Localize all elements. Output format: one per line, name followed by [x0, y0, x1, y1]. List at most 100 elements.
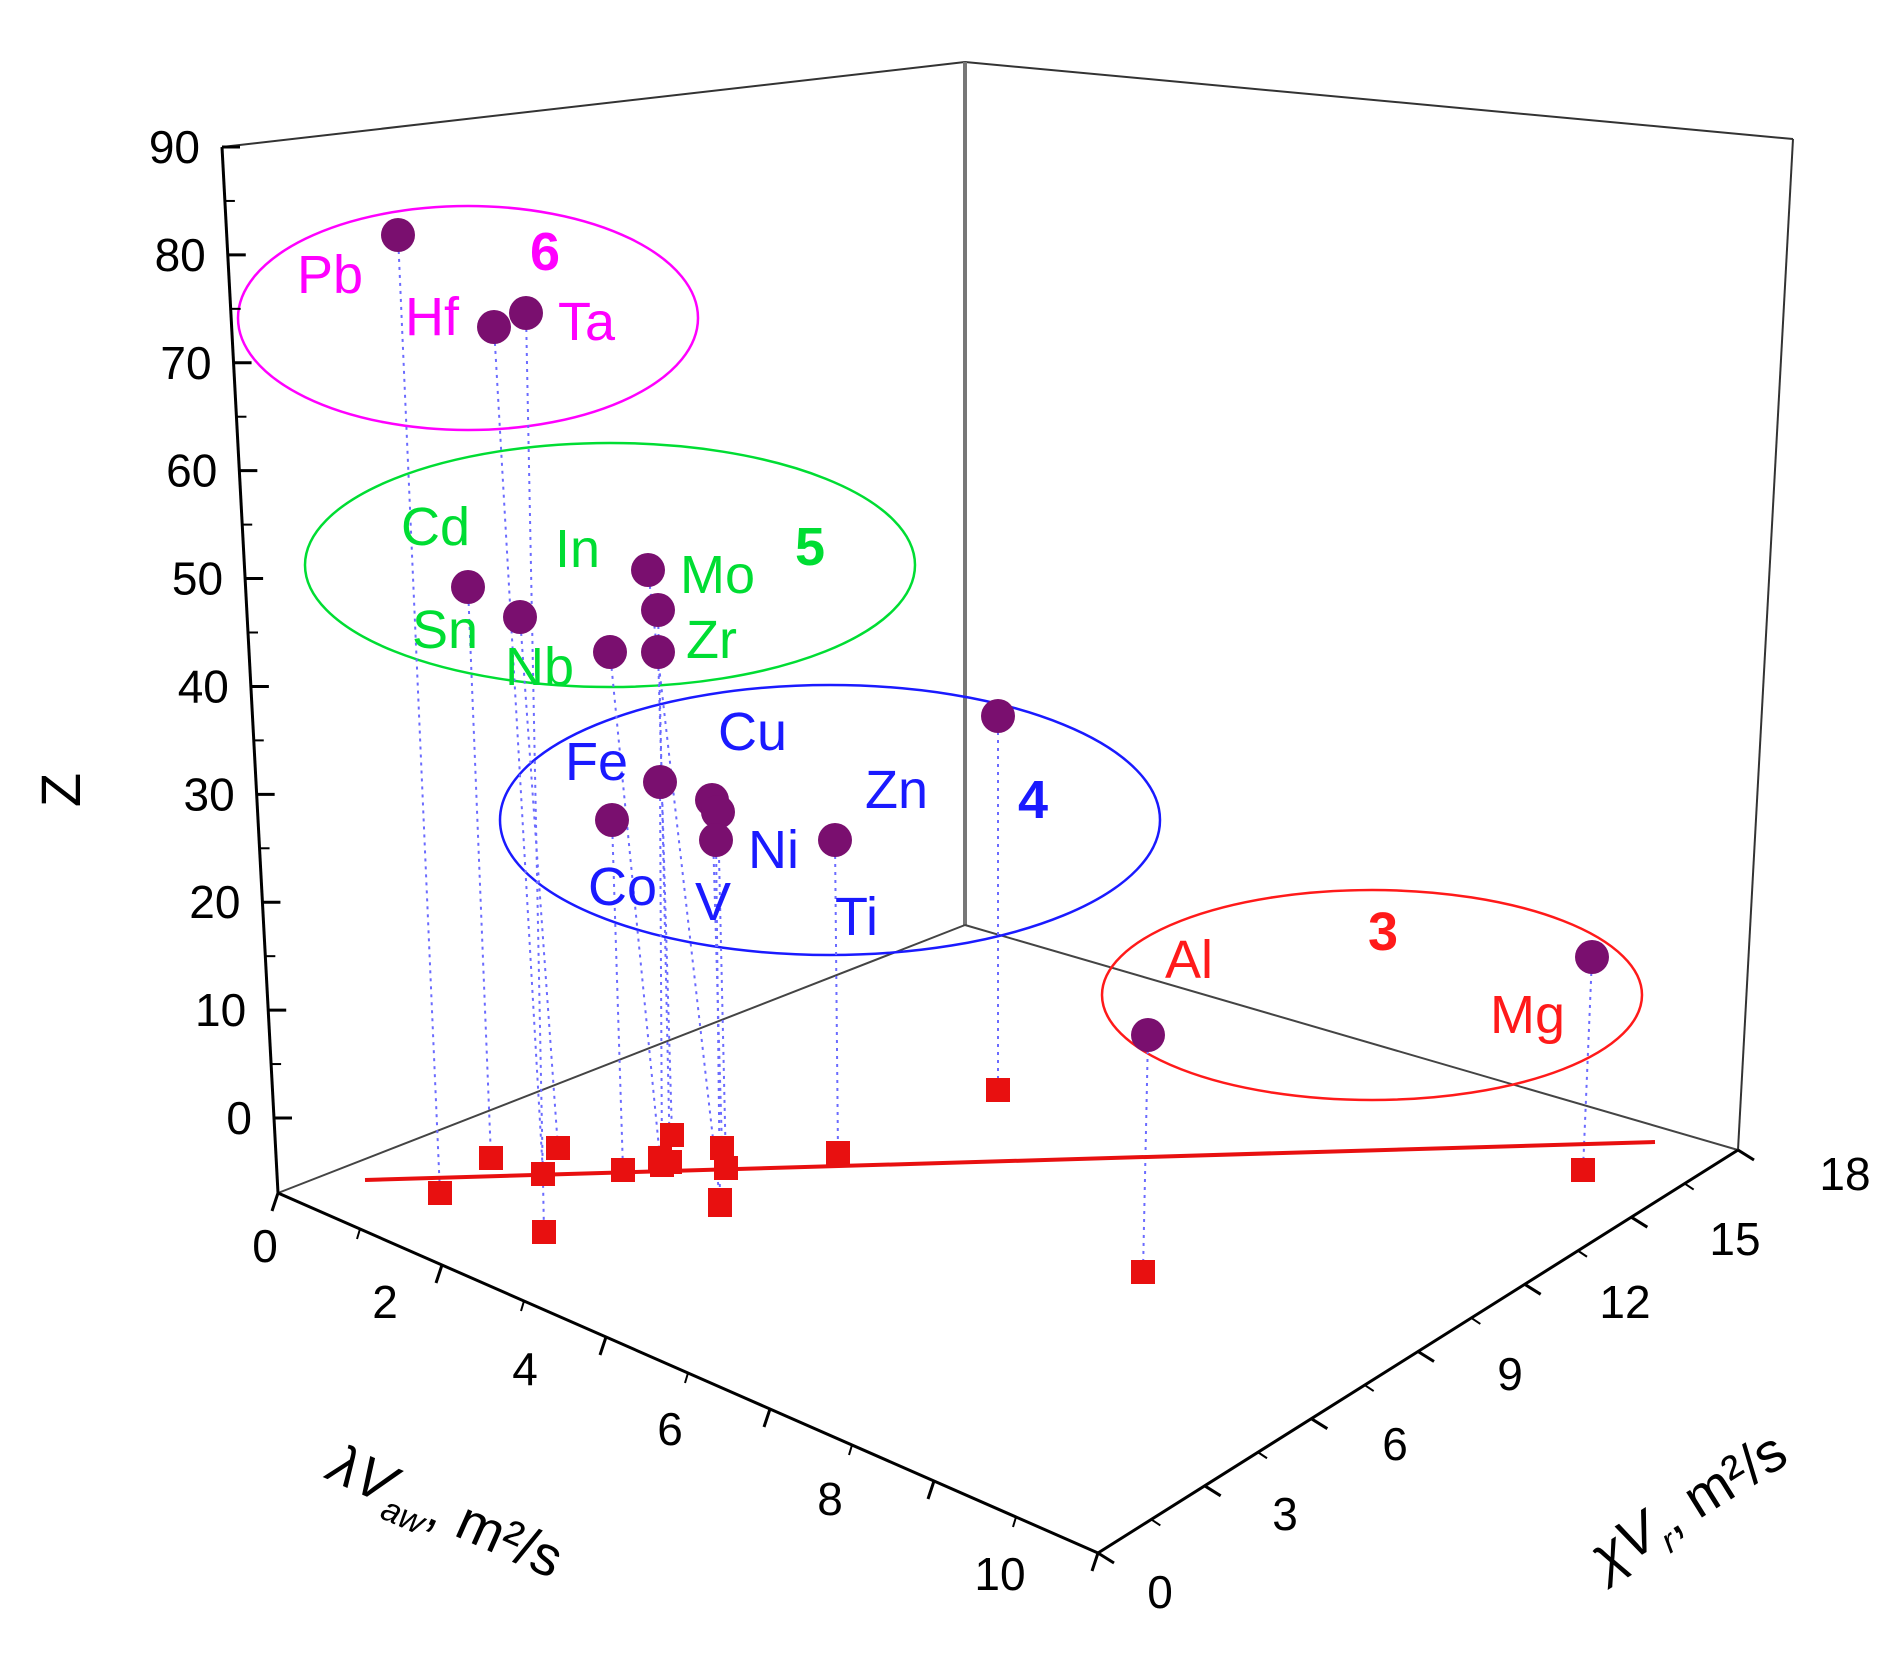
- floor-marker-ti: [986, 1078, 1010, 1102]
- label-pb: Pb: [297, 245, 363, 305]
- x-minor-tick: [356, 1228, 361, 1240]
- drop-line-mg: [1582, 956, 1593, 1171]
- y-tick-mark: [1310, 1417, 1329, 1430]
- x-tick-mark: [762, 1408, 772, 1428]
- floor-marker-pb: [428, 1181, 452, 1205]
- floor-marker-co: [611, 1158, 635, 1182]
- drop-line-co: [611, 819, 624, 1171]
- label-hf: Hf: [405, 287, 460, 347]
- z-tick-label: 70: [160, 337, 211, 389]
- point-zn: [701, 795, 735, 829]
- y-tick-label: 3: [1272, 1488, 1298, 1540]
- point-labels: Pb Hf Ta Cd In Mo Sn Zr Nb Fe Cu Zn Co V Ni Ti Al Mg: [297, 245, 1565, 1045]
- drop-lines: [397, 234, 1593, 1273]
- point-al: [1131, 1018, 1165, 1052]
- point-mg: [1575, 940, 1609, 974]
- fit-line: [364, 1140, 1656, 1182]
- x-tick-mark: [598, 1336, 608, 1356]
- data-points: [381, 218, 1609, 1052]
- point-ti: [981, 699, 1015, 733]
- y-axis-title: χVr, m²/s: [1574, 1419, 1803, 1600]
- group-3-ellipse: [1100, 888, 1644, 1102]
- drop-line-ta: [525, 312, 545, 1233]
- box-floor-back-right: [964, 924, 1739, 1151]
- point-v: [699, 823, 733, 857]
- x-tick-label: 8: [817, 1473, 843, 1525]
- label-cd: Cd: [401, 497, 470, 557]
- z-axis-line: [220, 146, 280, 1194]
- box-back-left-top: [221, 61, 966, 148]
- y-minor-tick: [1470, 1317, 1481, 1325]
- floor-marker-zn: [714, 1156, 738, 1180]
- x-tick-mark: [926, 1480, 936, 1500]
- group-4-number: 4: [1018, 770, 1048, 830]
- floor-marker-ni: [826, 1141, 850, 1165]
- z-tick-label: 60: [166, 445, 217, 497]
- x-axis-title-unit: m²/s: [448, 1488, 573, 1590]
- drop-line-hf: [493, 326, 544, 1175]
- drop-line-pb: [397, 234, 441, 1194]
- x-tick-mark: [270, 1192, 280, 1212]
- z-tick-label: 0: [226, 1092, 252, 1144]
- point-mo: [631, 553, 665, 587]
- x-tick-label: 2: [372, 1276, 398, 1328]
- label-co: Co: [588, 857, 657, 917]
- x-tick-label: 4: [512, 1343, 538, 1395]
- x-tick-label: 10: [974, 1548, 1025, 1600]
- floor-marker-fe: [650, 1153, 674, 1177]
- drop-line-fe: [659, 781, 663, 1166]
- x-tick-mark: [1090, 1552, 1100, 1572]
- x-tick-mark: [434, 1264, 444, 1284]
- svg-text:χVr, m²/s: χVr, m²/s: [1574, 1419, 1803, 1600]
- floor-marker-mg: [1571, 1158, 1595, 1182]
- group-5-number: 5: [795, 517, 825, 577]
- y-tick-mark: [1203, 1484, 1222, 1498]
- x-minor-tick: [684, 1372, 689, 1384]
- label-al: Al: [1165, 930, 1213, 990]
- y-tick-label: 12: [1599, 1276, 1650, 1328]
- label-sn: Sn: [412, 600, 478, 660]
- y-tick-mark: [1417, 1350, 1435, 1363]
- drop-line-cu: [711, 799, 723, 1149]
- point-ni: [818, 823, 852, 857]
- y-minor-tick: [1684, 1182, 1695, 1191]
- y-tick-label: 6: [1382, 1418, 1408, 1470]
- plot-box: [220, 61, 1794, 1555]
- point-cd: [451, 570, 485, 604]
- y-tick-mark: [1523, 1283, 1542, 1296]
- point-ta: [509, 296, 543, 330]
- y-tick-mark: [1737, 1148, 1755, 1162]
- floor-marker-ta: [532, 1220, 556, 1244]
- y-minor-tick: [1364, 1384, 1375, 1392]
- z-axis-ticks: 0 10 20 30 40 50 60 70 80 90: [149, 121, 292, 1144]
- x-tick-label: 6: [657, 1403, 683, 1455]
- z-tick-label: 10: [195, 984, 246, 1036]
- y-tick-mark: [1097, 1551, 1115, 1565]
- drop-line-zn: [717, 811, 727, 1169]
- label-in: In: [555, 519, 600, 579]
- floor-marker-cd: [479, 1146, 503, 1170]
- y-minor-tick: [1577, 1249, 1588, 1258]
- z-tick-label: 20: [189, 876, 240, 928]
- floor-marker-hf: [531, 1162, 555, 1186]
- x-tick-label: 0: [252, 1220, 278, 1272]
- z-tick-label: 50: [172, 553, 223, 605]
- label-nb: Nb: [505, 637, 574, 697]
- box-back-right-top: [964, 61, 1794, 140]
- group-6-ellipse: [236, 204, 700, 432]
- drop-line-nb: [657, 651, 673, 1136]
- z-axis-title: Z: [29, 773, 92, 807]
- svg-text:λVaw, m²/s: λVaw, m²/s: [313, 1430, 572, 1599]
- label-fe: Fe: [565, 732, 628, 792]
- point-co: [595, 803, 629, 837]
- floor-projections: [428, 1078, 1595, 1284]
- x-axis-ticks: 0 2 4 6 8 10: [252, 1192, 1100, 1600]
- x-axis-title: λVaw, m²/s: [313, 1430, 572, 1599]
- group-numbers: 6 5 4 3: [530, 222, 1398, 962]
- y-tick-mark: [1630, 1215, 1649, 1229]
- label-mg: Mg: [1490, 985, 1565, 1045]
- box-right-vertical: [1737, 138, 1794, 1151]
- y-tick-label: 0: [1147, 1566, 1173, 1618]
- label-v: V: [695, 872, 731, 932]
- y-axis-ticks: 0 3 6 9 12 15 18: [1097, 1148, 1871, 1618]
